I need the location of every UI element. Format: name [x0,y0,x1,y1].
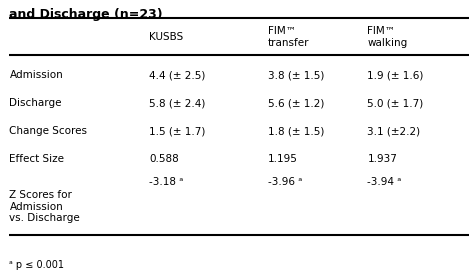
Text: -3.96 ᵃ: -3.96 ᵃ [268,177,302,187]
Text: 5.0 (± 1.7): 5.0 (± 1.7) [367,98,424,108]
Text: ᵃ p ≤ 0.001: ᵃ p ≤ 0.001 [9,260,64,270]
Text: FIM™
walking: FIM™ walking [367,26,408,48]
Text: and Discharge (n=23): and Discharge (n=23) [9,8,163,21]
Text: Discharge: Discharge [9,98,62,108]
Text: Z Scores for
Admission
vs. Discharge: Z Scores for Admission vs. Discharge [9,190,80,223]
Text: Effect Size: Effect Size [9,154,64,164]
Text: 1.9 (± 1.6): 1.9 (± 1.6) [367,70,424,80]
Text: FIM™
transfer: FIM™ transfer [268,26,310,48]
Text: KUSBS: KUSBS [149,32,183,42]
Text: Change Scores: Change Scores [9,126,88,136]
Text: -3.18 ᵃ: -3.18 ᵃ [149,177,183,187]
Text: 5.6 (± 1.2): 5.6 (± 1.2) [268,98,324,108]
Text: 4.4 (± 2.5): 4.4 (± 2.5) [149,70,206,80]
Text: 1.5 (± 1.7): 1.5 (± 1.7) [149,126,206,136]
Text: 0.588: 0.588 [149,154,179,164]
Text: 1.195: 1.195 [268,154,298,164]
Text: 1.8 (± 1.5): 1.8 (± 1.5) [268,126,324,136]
Text: 1.937: 1.937 [367,154,397,164]
Text: Admission: Admission [9,70,63,80]
Text: 5.8 (± 2.4): 5.8 (± 2.4) [149,98,206,108]
Text: -3.94 ᵃ: -3.94 ᵃ [367,177,401,187]
Text: 3.8 (± 1.5): 3.8 (± 1.5) [268,70,324,80]
Text: 3.1 (±2.2): 3.1 (±2.2) [367,126,420,136]
